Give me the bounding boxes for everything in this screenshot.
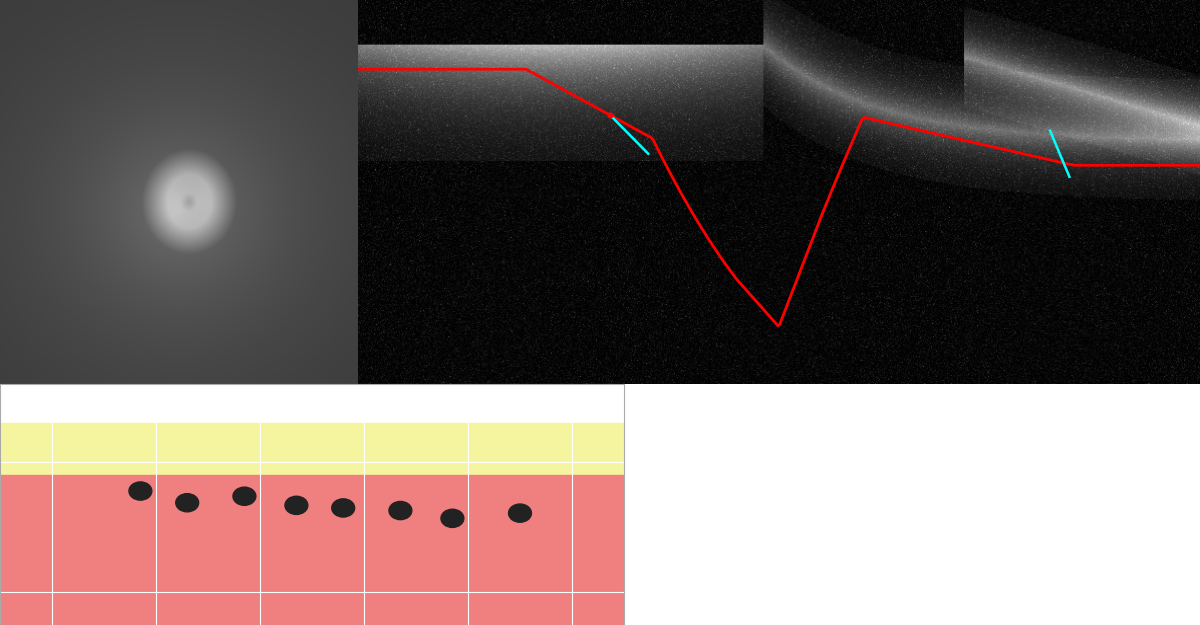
Ellipse shape [233, 487, 256, 506]
Ellipse shape [389, 501, 412, 519]
Ellipse shape [331, 499, 355, 517]
Ellipse shape [128, 482, 152, 500]
Bar [0, 423, 624, 476]
Bar [0, 384, 624, 423]
Ellipse shape [175, 494, 199, 512]
Ellipse shape [440, 509, 464, 528]
Bar [0, 476, 624, 625]
Ellipse shape [509, 504, 532, 522]
Ellipse shape [284, 496, 308, 514]
